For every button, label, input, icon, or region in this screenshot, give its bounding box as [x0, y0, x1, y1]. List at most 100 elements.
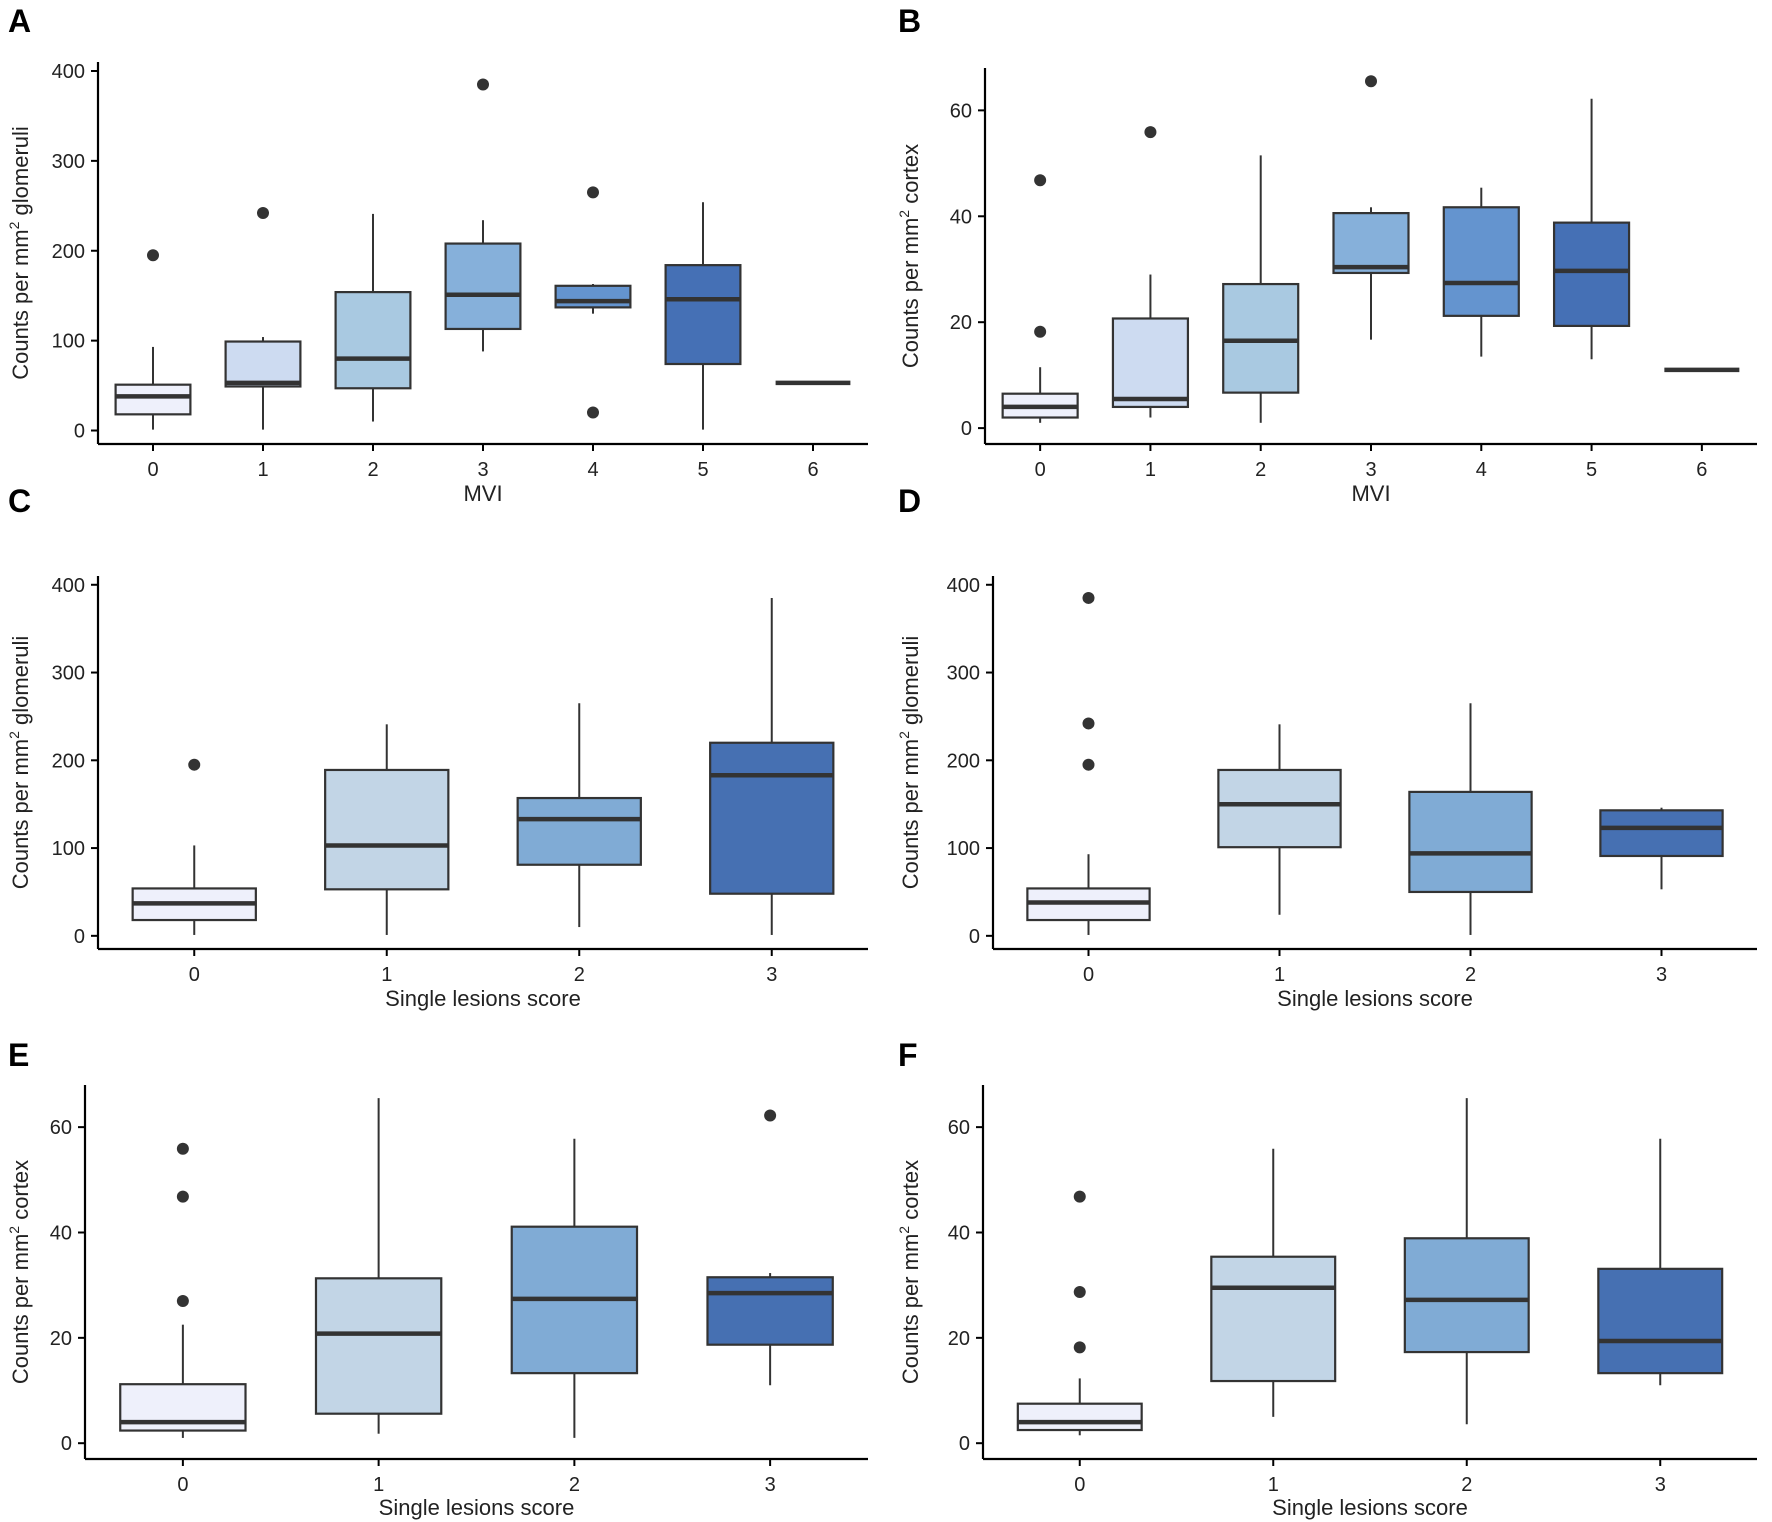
outlier-point: [176, 1190, 189, 1203]
box-iqr: [1442, 206, 1520, 317]
x-tick-label: 2: [1465, 964, 1476, 986]
x-axis-title: MVI: [1351, 481, 1390, 506]
box-iqr: [1332, 212, 1410, 275]
outlier-point: [1365, 75, 1377, 88]
y-axis-title-main: Counts per mm: [8, 229, 33, 379]
x-tick-label: 0: [1074, 1474, 1085, 1496]
outlier-point: [587, 406, 599, 419]
x-tick-label: 3: [1656, 964, 1667, 986]
outlier-point: [1082, 591, 1095, 604]
x-axis-title: Single lesions score: [1277, 986, 1473, 1011]
x-tick-label: 3: [477, 459, 488, 481]
outlier-point: [1034, 174, 1047, 187]
y-axis-title-tail: glomeruli: [8, 126, 33, 221]
y-tick-label: 20: [950, 312, 972, 334]
box-group-2: [1222, 155, 1300, 423]
y-axis-title-tail: glomeruli: [898, 636, 923, 731]
box-group-3: [1597, 1138, 1724, 1386]
y-axis-title-superscript: 2: [6, 1226, 22, 1234]
outlier-point: [1034, 325, 1047, 338]
box-iqr: [554, 284, 632, 309]
box-group-2: [510, 1138, 639, 1438]
x-tick-label: 5: [697, 459, 708, 481]
box-group-0: [119, 1142, 247, 1438]
box-group-3: [444, 78, 522, 352]
y-tick-label: 60: [50, 1117, 72, 1139]
box-iqr: [1597, 1267, 1724, 1375]
y-axis-title-tail: cortex: [8, 1160, 33, 1226]
box-iqr: [1222, 282, 1300, 394]
y-axis-title-tail: cortex: [898, 1160, 923, 1226]
outlier-point: [1144, 126, 1157, 139]
y-axis-title-tail: cortex: [898, 144, 923, 210]
y-tick-label: 300: [52, 151, 85, 173]
box-iqr: [114, 383, 192, 416]
y-tick-label: 0: [959, 1433, 970, 1455]
box-iqr: [706, 1276, 834, 1346]
box-group-1: [324, 724, 450, 935]
box-group-5: [664, 202, 742, 430]
y-tick-label: 20: [948, 1328, 970, 1350]
y-tick-label: 400: [52, 61, 85, 83]
y-tick-label: 0: [74, 926, 85, 948]
x-tick-label: 4: [1476, 459, 1487, 481]
box-iqr: [334, 290, 412, 390]
panel-label: A: [8, 3, 31, 39]
y-tick-label: 200: [52, 241, 85, 263]
box-iqr: [224, 340, 302, 388]
y-axis-title-superscript: 2: [896, 210, 912, 218]
y-axis-title-main: Counts per mm: [898, 739, 923, 889]
y-axis-title-superscript: 2: [896, 731, 912, 739]
x-tick-label: 0: [1083, 964, 1094, 986]
box-group-1: [1210, 1148, 1337, 1417]
y-tick-label: 0: [961, 418, 972, 440]
box-group-1: [1111, 126, 1190, 418]
box-iqr: [664, 264, 742, 366]
y-tick-label: 60: [948, 1117, 970, 1139]
y-tick-label: 0: [969, 926, 980, 948]
y-axis-title-main: Counts per mm: [898, 218, 923, 368]
x-tick-label: 1: [1274, 964, 1285, 986]
x-tick-label: 6: [807, 459, 818, 481]
box-group-3: [709, 597, 835, 935]
y-tick-label: 100: [947, 838, 980, 860]
box-group-0: [1016, 1190, 1143, 1436]
box-group-3: [706, 1109, 834, 1386]
x-tick-label: 5: [1586, 459, 1597, 481]
outlier-point: [176, 1294, 189, 1307]
box-iqr: [516, 796, 642, 866]
y-tick-label: 400: [52, 575, 85, 597]
box-iqr: [1403, 1237, 1530, 1354]
box-group-2: [1408, 703, 1533, 935]
x-tick-label: 2: [367, 459, 378, 481]
box-group-4: [1442, 187, 1520, 357]
outlier-point: [1082, 717, 1095, 730]
y-tick-label: 200: [947, 750, 980, 772]
y-tick-label: 300: [947, 663, 980, 685]
x-axis-title: Single lesions score: [385, 986, 581, 1011]
y-tick-label: 300: [52, 663, 85, 685]
box-group-2: [516, 703, 642, 928]
box-group-4: [554, 186, 632, 419]
y-tick-label: 200: [52, 750, 85, 772]
x-tick-label: 2: [1255, 459, 1266, 481]
box-iqr: [1217, 768, 1342, 849]
panel-c: C 0 100 200 300 400 0 1 2 3 Single lesions score Co…: [6, 483, 868, 1011]
x-tick-label: 0: [1035, 459, 1046, 481]
x-tick-label: 2: [569, 1474, 580, 1496]
box-group-1: [1217, 724, 1342, 915]
box-iqr: [1408, 790, 1533, 894]
x-tick-label: 3: [765, 1474, 776, 1496]
outlier-point: [477, 78, 489, 91]
box-group-5: [1552, 98, 1631, 360]
y-axis-title: Counts per mm2 cortex: [6, 1160, 33, 1384]
x-tick-label: 2: [574, 964, 585, 986]
y-axis-title-main: Counts per mm: [8, 739, 33, 889]
y-axis-title: Counts per mm2 cortex: [896, 1160, 923, 1384]
outlier-point: [147, 249, 159, 262]
y-axis-title: Counts per mm2 glomeruli: [896, 636, 923, 890]
x-tick-label: 0: [189, 964, 200, 986]
x-axis-title: Single lesions score: [379, 1495, 575, 1520]
